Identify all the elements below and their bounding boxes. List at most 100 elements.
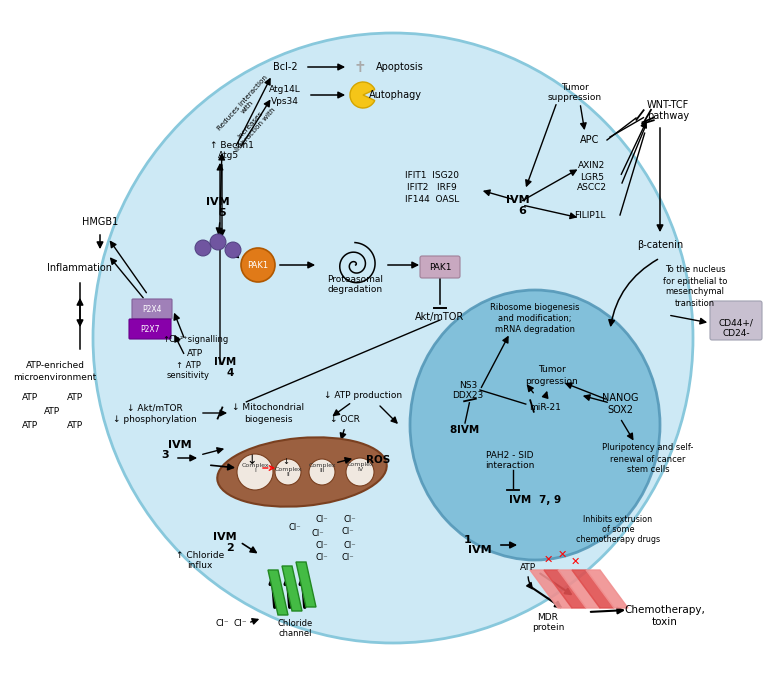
Text: Cl⁻: Cl⁻ — [316, 516, 328, 524]
Text: ✕: ✕ — [571, 557, 580, 567]
Text: Cl⁻: Cl⁻ — [215, 618, 229, 627]
Text: IVM: IVM — [457, 425, 479, 435]
Text: 1: 1 — [464, 535, 472, 545]
Text: Complex
IV: Complex IV — [346, 462, 374, 472]
Text: 4: 4 — [227, 368, 233, 378]
Polygon shape — [544, 570, 586, 608]
Polygon shape — [558, 570, 600, 608]
Text: Cl⁻: Cl⁻ — [233, 618, 247, 627]
Text: Ribosome biogenesis: Ribosome biogenesis — [490, 304, 580, 312]
Text: chemotherapy drugs: chemotherapy drugs — [576, 536, 660, 544]
Text: Vps34: Vps34 — [271, 96, 299, 106]
Text: IVM: IVM — [509, 495, 531, 505]
Text: Chemotherapy,: Chemotherapy, — [624, 605, 706, 615]
Polygon shape — [296, 562, 316, 607]
Text: Atg5: Atg5 — [218, 151, 239, 160]
Text: ATP: ATP — [22, 392, 38, 402]
Circle shape — [346, 458, 374, 486]
Polygon shape — [530, 570, 572, 608]
Circle shape — [225, 242, 241, 258]
Polygon shape — [572, 570, 614, 608]
Text: Cl⁻: Cl⁻ — [316, 553, 328, 563]
Text: biogenesis: biogenesis — [243, 415, 293, 423]
Text: AXIN2: AXIN2 — [578, 160, 606, 170]
Text: ATP: ATP — [67, 421, 83, 429]
Text: IF144  OASL: IF144 OASL — [405, 195, 459, 205]
Text: Cl⁻: Cl⁻ — [344, 542, 356, 551]
Text: suppression: suppression — [548, 94, 602, 102]
Circle shape — [210, 234, 226, 250]
Text: IVM: IVM — [468, 545, 492, 555]
Text: ASCC2: ASCC2 — [577, 184, 607, 192]
Text: Bcl-2: Bcl-2 — [273, 62, 297, 72]
Text: ↑Ca²⁺signalling: ↑Ca²⁺signalling — [162, 336, 228, 345]
Text: PAH2 - SID: PAH2 - SID — [486, 450, 534, 460]
Text: ATP: ATP — [520, 563, 536, 571]
Ellipse shape — [93, 33, 693, 643]
Text: influx: influx — [187, 561, 213, 571]
Text: ↑ ATP: ↑ ATP — [176, 361, 200, 371]
Text: IFIT2   IRF9: IFIT2 IRF9 — [407, 184, 457, 192]
Text: ↓ phosphorylation: ↓ phosphorylation — [113, 415, 197, 423]
Text: ROS: ROS — [366, 455, 390, 465]
Text: FILIP1L: FILIP1L — [574, 211, 606, 219]
Text: Proteasomal: Proteasomal — [327, 275, 383, 285]
Text: IVM: IVM — [214, 357, 236, 367]
Circle shape — [237, 454, 273, 490]
Text: stem cells: stem cells — [627, 466, 670, 474]
Text: and modification;: and modification; — [498, 314, 571, 324]
Text: 7, 9: 7, 9 — [539, 495, 561, 505]
Text: ↓: ↓ — [247, 454, 257, 466]
Text: ↓ Mitochondrial: ↓ Mitochondrial — [232, 404, 304, 413]
Text: IVM: IVM — [506, 195, 530, 205]
Text: IVM: IVM — [214, 532, 237, 542]
Text: SOX2: SOX2 — [607, 405, 633, 415]
Text: Cl⁻: Cl⁻ — [342, 553, 354, 563]
Circle shape — [195, 240, 211, 256]
Text: Autophagy: Autophagy — [369, 90, 422, 100]
Text: PAK1: PAK1 — [429, 262, 452, 271]
Text: Pluripotency and self-: Pluripotency and self- — [602, 444, 694, 452]
FancyBboxPatch shape — [129, 319, 171, 339]
Text: Apoptosis: Apoptosis — [376, 62, 424, 72]
Text: P2X7: P2X7 — [141, 324, 160, 334]
Text: Akt/mTOR: Akt/mTOR — [415, 312, 465, 322]
Text: mRNA degradation: mRNA degradation — [495, 326, 575, 334]
Text: IFIT1  ISG20: IFIT1 ISG20 — [405, 170, 459, 180]
Text: Reduces interaction
with: Reduces interaction with — [216, 74, 274, 136]
Text: To the nucleus: To the nucleus — [664, 266, 725, 275]
Text: ↓ OCR: ↓ OCR — [330, 415, 360, 425]
Text: MDR: MDR — [538, 614, 558, 623]
Circle shape — [241, 248, 275, 282]
FancyBboxPatch shape — [420, 256, 460, 278]
Text: degradation: degradation — [327, 285, 382, 295]
Text: LGR5: LGR5 — [580, 172, 604, 182]
Text: Atg14L: Atg14L — [269, 85, 301, 94]
Text: for epithelial to: for epithelial to — [663, 277, 727, 285]
Ellipse shape — [217, 437, 387, 507]
Text: ↓: ↓ — [283, 458, 290, 466]
Text: ↓ ATP production: ↓ ATP production — [324, 390, 402, 400]
Text: NS3: NS3 — [458, 380, 477, 390]
Text: Inflammation: Inflammation — [48, 263, 112, 273]
Text: Complex
II: Complex II — [274, 466, 302, 477]
Text: toxin: toxin — [652, 617, 678, 627]
Text: Increases
interaction with: Increases interaction with — [230, 102, 276, 152]
Text: sensitivity: sensitivity — [167, 371, 210, 380]
Text: Complex
III: Complex III — [308, 462, 336, 473]
Text: mesenchymal: mesenchymal — [666, 287, 724, 297]
Text: Cl⁻: Cl⁻ — [312, 530, 324, 538]
Text: protein: protein — [531, 623, 564, 633]
Text: β-catenin: β-catenin — [637, 240, 683, 250]
Polygon shape — [586, 570, 628, 608]
Text: ↓ Akt/mTOR: ↓ Akt/mTOR — [127, 404, 183, 413]
Text: pathway: pathway — [647, 111, 689, 121]
Text: ATP: ATP — [44, 406, 60, 415]
Text: ✕: ✕ — [558, 550, 567, 560]
Text: microenvironment: microenvironment — [13, 372, 97, 382]
FancyBboxPatch shape — [710, 301, 762, 340]
Text: NANOG: NANOG — [602, 393, 638, 403]
Text: 5: 5 — [218, 208, 226, 218]
Circle shape — [275, 459, 301, 485]
Text: channel: channel — [278, 629, 312, 637]
